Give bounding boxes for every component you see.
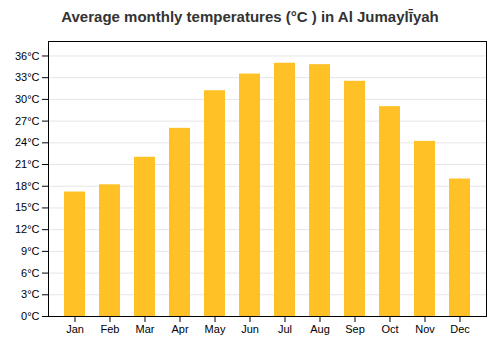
- svg-text:27°C: 27°C: [15, 115, 40, 127]
- svg-text:33°C: 33°C: [15, 71, 40, 83]
- svg-text:24°C: 24°C: [15, 136, 40, 148]
- svg-text:Dec: Dec: [450, 323, 470, 335]
- svg-text:May: May: [205, 323, 226, 335]
- svg-text:Jun: Jun: [241, 323, 259, 335]
- html-text:Average monthly temperatures (: Average monthly temperatures (°C ) in Al…: [61, 8, 439, 25]
- svg-text:Jul: Jul: [278, 323, 292, 335]
- svg-text:Feb: Feb: [101, 323, 120, 335]
- svg-text:Aug: Aug: [310, 323, 330, 335]
- svg-text:0°C: 0°C: [21, 310, 40, 322]
- svg-text:12°C: 12°C: [15, 223, 40, 235]
- svg-text:Nov: Nov: [415, 323, 435, 335]
- svg-text:15°C: 15°C: [15, 201, 40, 213]
- svg-text:3°C: 3°C: [21, 288, 40, 300]
- svg-text:Oct: Oct: [381, 323, 398, 335]
- svg-text:36°C: 36°C: [15, 49, 40, 61]
- svg-text:Jan: Jan: [66, 323, 84, 335]
- svg-text:30°C: 30°C: [15, 93, 40, 105]
- svg-text:18°C: 18°C: [15, 180, 40, 192]
- svg-text:6°C: 6°C: [21, 267, 40, 279]
- svg-text:Mar: Mar: [136, 323, 155, 335]
- svg-text:21°C: 21°C: [15, 158, 40, 170]
- svg-text:Apr: Apr: [171, 323, 188, 335]
- svg-text:Sep: Sep: [345, 323, 365, 335]
- svg-text:9°C: 9°C: [21, 245, 40, 257]
